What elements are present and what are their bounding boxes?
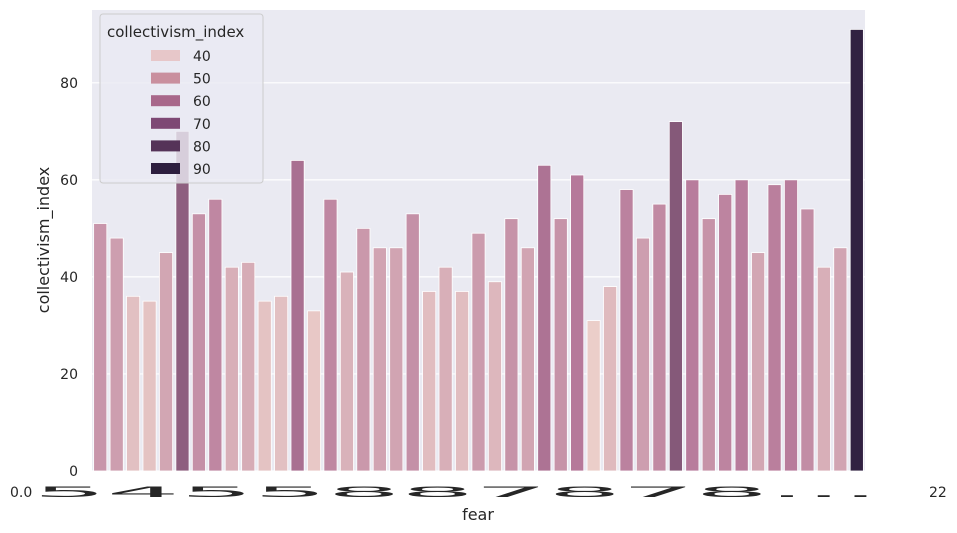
bar [455, 291, 470, 472]
bar [438, 266, 453, 472]
bar [323, 198, 338, 472]
bar [241, 261, 256, 472]
bar [668, 121, 683, 472]
legend-entries: 40 50 60 70 80 90 [151, 49, 211, 178]
legend-title: collectivism_index [107, 23, 244, 42]
bar [652, 203, 667, 472]
bar [471, 232, 486, 472]
bar [734, 179, 749, 472]
bar [274, 295, 289, 472]
x-axis-label: fear [462, 505, 494, 524]
bar [126, 295, 141, 472]
legend-swatch [151, 117, 180, 129]
bar [290, 160, 305, 472]
y-ticks: 0 20 40 60 80 [60, 76, 78, 480]
bar [109, 237, 124, 472]
bar [389, 247, 404, 472]
bar [93, 223, 108, 472]
bar [635, 237, 650, 472]
y-tick-label: 60 [60, 173, 78, 189]
bar [257, 300, 272, 472]
legend-label: 70 [193, 117, 211, 133]
bar [800, 208, 815, 472]
bar [701, 218, 716, 472]
bar [339, 271, 354, 472]
bar [487, 281, 502, 472]
bar [191, 213, 206, 472]
bar [356, 227, 371, 472]
x-ticks: 0.0 5455887878... 22 [10, 485, 947, 501]
bar [833, 247, 848, 472]
bar [208, 198, 223, 472]
bar [372, 247, 387, 472]
legend-label: 90 [193, 162, 211, 178]
bar [586, 320, 601, 472]
legend-label: 40 [193, 49, 211, 65]
bar [751, 252, 766, 472]
legend-frame [99, 13, 264, 184]
legend-label: 50 [193, 72, 211, 88]
bar [570, 174, 585, 472]
legend-label: 60 [193, 94, 211, 110]
bar [422, 291, 437, 472]
bar [537, 164, 552, 472]
bar [685, 179, 700, 472]
bar [159, 252, 173, 472]
bar [619, 189, 634, 472]
bar [520, 247, 535, 472]
bar [553, 218, 568, 472]
bar [307, 310, 322, 472]
legend-swatch [151, 163, 180, 174]
bar [603, 286, 618, 472]
bar [849, 29, 864, 472]
legend-swatch [151, 72, 180, 84]
y-axis-label: collectivism_index [34, 167, 54, 313]
legend-swatch [151, 95, 180, 107]
y-tick-label: 20 [60, 367, 78, 383]
bar [405, 213, 420, 472]
bar [504, 218, 519, 472]
bar [224, 266, 239, 472]
y-tick-label: 80 [60, 76, 78, 92]
bar [767, 184, 782, 472]
bar [142, 300, 157, 472]
x-tick-label-end: 22 [929, 485, 947, 501]
bar [718, 193, 733, 472]
x-tick-label-overlap: 5455887878... [33, 485, 879, 501]
legend-label: 80 [193, 139, 211, 155]
y-tick-label: 0 [69, 464, 78, 480]
bars [93, 29, 864, 472]
legend-swatch [151, 50, 180, 61]
bar [816, 266, 831, 472]
y-tick-label: 40 [60, 270, 78, 286]
legend-swatch [151, 140, 180, 152]
bar [784, 179, 798, 472]
legend: collectivism_index 40 50 60 70 80 90 [99, 13, 264, 184]
x-tick-label-start: 0.0 [10, 485, 32, 501]
